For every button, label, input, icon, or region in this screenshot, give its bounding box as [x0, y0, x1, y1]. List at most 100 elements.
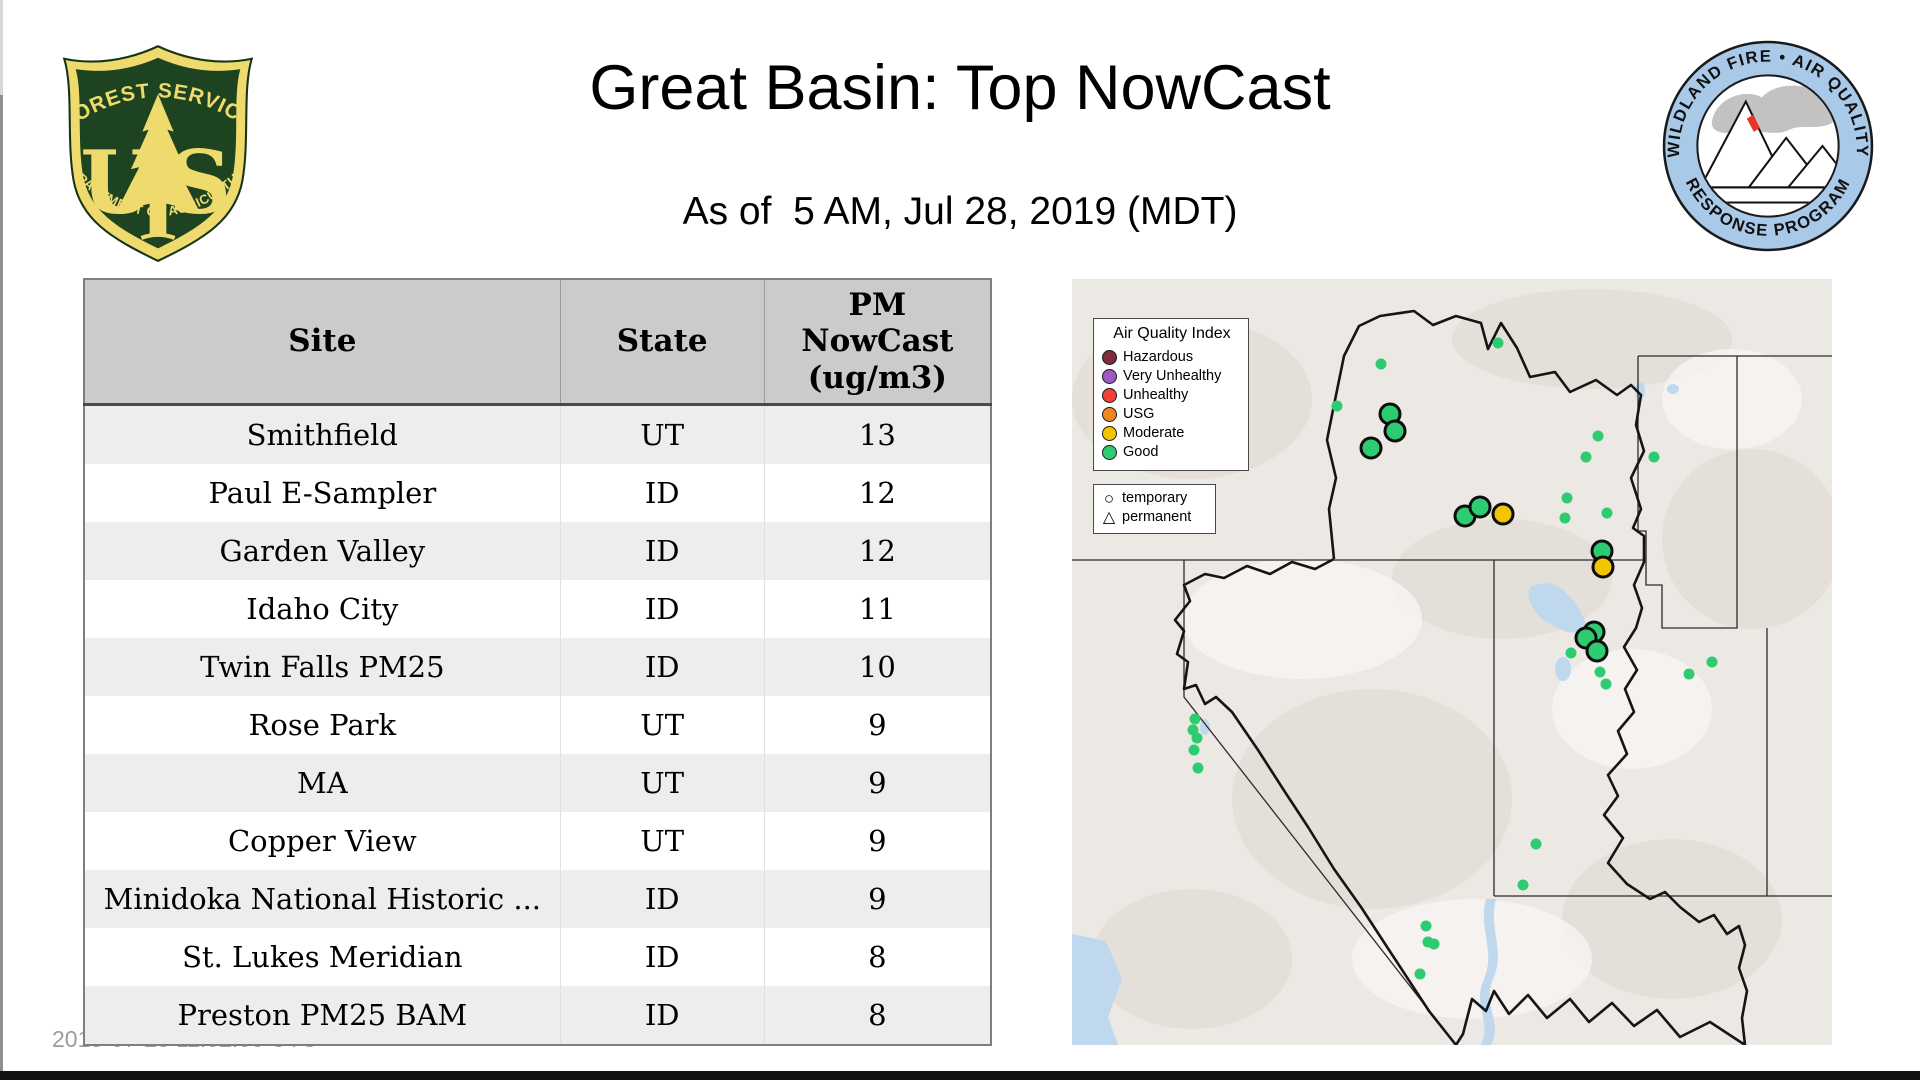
temporary-monitor-marker-moderate — [1591, 555, 1615, 579]
flame-icon — [1746, 114, 1760, 132]
permanent-monitor-marker — [1600, 678, 1612, 690]
left-edge-line — [0, 0, 3, 1080]
nowcast-cell: 8 — [763, 986, 991, 1045]
permanent-monitor-marker — [1428, 938, 1440, 950]
forest-service-logo: FOREST SERVICE DEPARTMENT OF AGRICULTURE… — [46, 22, 264, 264]
table-header-row: Site State PM NowCast (ug/m3) — [84, 279, 991, 406]
site-cell: MA — [84, 754, 561, 812]
aqi-legend-label: Very Unhealthy — [1123, 368, 1222, 384]
permanent-monitor-marker — [1683, 668, 1695, 680]
table-row: Rose Park UT 9 — [84, 696, 991, 754]
permanent-monitor-marker — [1601, 507, 1613, 519]
aqi-legend-label: USG — [1123, 406, 1155, 422]
permanent-monitor-marker — [1192, 762, 1204, 774]
nowcast-cell: 12 — [763, 522, 991, 580]
permanent-monitor-marker — [1331, 400, 1343, 412]
permanent-monitor-marker — [1580, 451, 1592, 463]
state-cell: ID — [559, 870, 765, 928]
nowcast-table: Site State PM NowCast (ug/m3) Smithfield UT… — [83, 278, 992, 1046]
aqi-legend-item: Unhealthy — [1102, 386, 1242, 405]
permanent-monitor-marker — [1420, 920, 1432, 931]
monitor-type-label: permanent — [1122, 509, 1192, 525]
monitor-type-label: temporary — [1122, 490, 1188, 506]
site-cell: Garden Valley — [84, 522, 561, 580]
table-row: Paul E-Sampler ID 12 — [84, 464, 991, 522]
permanent-monitor-marker — [1530, 838, 1542, 850]
great-basin-boundary — [1173, 309, 1749, 1045]
permanent-monitor-marker — [1414, 968, 1426, 980]
column-header-nowcast: PM NowCast (ug/m3) — [763, 279, 991, 406]
aqi-swatch-icon — [1102, 407, 1117, 422]
state-cell: ID — [559, 928, 765, 986]
state-cell: ID — [559, 638, 765, 696]
permanent-monitor-marker — [1706, 656, 1718, 668]
permanent-monitor-marker — [1561, 492, 1573, 504]
permanent-monitor-marker — [1594, 666, 1606, 678]
temporary-monitor-marker-good — [1585, 639, 1609, 663]
nowcast-cell: 9 — [763, 812, 991, 870]
great-basin-map: Air Quality Index Hazardous Very Unhealth… — [1072, 279, 1832, 1045]
aqi-swatch-icon — [1102, 388, 1117, 403]
table-row: Idaho City ID 11 — [84, 580, 991, 638]
table-row: Twin Falls PM25 ID 10 — [84, 638, 991, 696]
site-cell: Paul E-Sampler — [84, 464, 561, 522]
site-cell: Minidoka National Historic ... — [84, 870, 561, 928]
nowcast-cell: 12 — [763, 464, 991, 522]
table-row: Copper View UT 9 — [84, 812, 991, 870]
page-title: Great Basin: Top NowCast — [589, 53, 1331, 123]
nowcast-cell: 13 — [763, 404, 991, 464]
page-subtitle: As of 5 AM, Jul 28, 2019 (MDT) — [682, 190, 1238, 233]
permanent-monitor-marker — [1187, 724, 1199, 736]
circle-symbol-icon: ○ — [1103, 489, 1115, 508]
permanent-monitor-marker — [1517, 879, 1529, 891]
aqi-legend-label: Hazardous — [1123, 349, 1194, 365]
site-cell: St. Lukes Meridian — [84, 928, 561, 986]
site-cell: Preston PM25 BAM — [84, 986, 561, 1045]
aqi-legend-item: Very Unhealthy — [1102, 367, 1242, 386]
aqi-legend-item: Good — [1102, 443, 1242, 462]
temporary-monitor-marker-good — [1383, 419, 1407, 443]
table-row: Minidoka National Historic ... ID 9 — [84, 870, 991, 928]
aqi-swatch-icon — [1102, 426, 1117, 441]
state-cell: UT — [559, 754, 765, 812]
permanent-monitor-marker — [1188, 744, 1200, 756]
monitor-type-item: ○ temporary — [1101, 489, 1209, 508]
site-cell: Twin Falls PM25 — [84, 638, 561, 696]
aqi-legend-item: Hazardous — [1102, 348, 1242, 367]
temporary-monitor-marker-good — [1468, 495, 1492, 519]
nowcast-cell: 9 — [763, 754, 991, 812]
permanent-monitor-marker — [1565, 647, 1577, 659]
state-cell: ID — [559, 580, 765, 638]
permanent-monitor-marker — [1648, 451, 1660, 463]
aqi-legend: Air Quality Index Hazardous Very Unhealth… — [1093, 318, 1249, 471]
nowcast-cell: 9 — [763, 870, 991, 928]
permanent-monitor-marker — [1191, 732, 1203, 744]
wfaqrp-badge-icon: WILDLAND FIRE • AIR QUALITY RESPONSE PRO… — [1662, 40, 1874, 252]
site-cell: Rose Park — [84, 696, 561, 754]
aqi-legend-label: Moderate — [1123, 425, 1185, 441]
table-row: Garden Valley ID 12 — [84, 522, 991, 580]
permanent-monitor-marker — [1189, 713, 1201, 725]
table-row: Smithfield UT 13 — [84, 404, 991, 464]
nowcast-cell: 9 — [763, 696, 991, 754]
nowcast-cell: 11 — [763, 580, 991, 638]
aqi-legend-item: Moderate — [1102, 424, 1242, 443]
temporary-monitor-marker-good — [1359, 436, 1383, 460]
aqi-swatch-icon — [1102, 369, 1117, 384]
state-cell: UT — [559, 696, 765, 754]
monitor-type-item: △ permanent — [1101, 508, 1209, 527]
site-cell: Idaho City — [84, 580, 561, 638]
table-row: Preston PM25 BAM ID 8 — [84, 986, 991, 1045]
triangle-symbol-icon: △ — [1102, 509, 1116, 526]
nowcast-cell: 8 — [763, 928, 991, 986]
temporary-monitor-marker-moderate — [1491, 502, 1515, 526]
table-row: St. Lukes Meridian ID 8 — [84, 928, 991, 986]
aqi-swatch-icon — [1102, 445, 1117, 460]
nowcast-cell: 10 — [763, 638, 991, 696]
site-cell: Smithfield — [84, 404, 561, 464]
state-cell: UT — [559, 812, 765, 870]
permanent-monitor-marker — [1492, 337, 1504, 349]
wfaqrp-logo: WILDLAND FIRE • AIR QUALITY RESPONSE PRO… — [1660, 38, 1876, 254]
forest-service-shield-icon: FOREST SERVICE DEPARTMENT OF AGRICULTURE… — [46, 22, 254, 263]
